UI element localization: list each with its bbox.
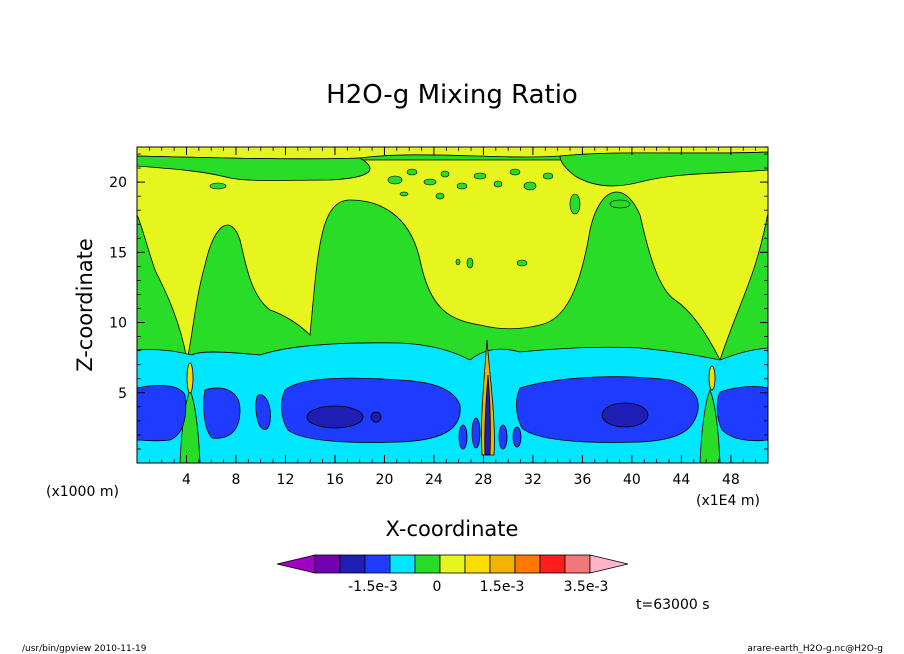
- x-axis-label: X-coordinate: [386, 517, 519, 541]
- colorbar-swatch: [314, 554, 341, 574]
- colorbar-label: 0: [433, 579, 442, 595]
- contour-band-cell-4: [512, 426, 522, 448]
- x-tick-label: 20: [376, 472, 394, 488]
- x-axis: 4 8 12 16 20 24 28 32 36 40 44 48: [148, 147, 757, 488]
- x-tick-label: 4: [182, 472, 191, 488]
- colorbar-swatch: [339, 554, 366, 574]
- y-axis: 5 10 15 20: [109, 153, 768, 450]
- contour-band-blue-small-2: [203, 387, 241, 439]
- colorbar-swatch: [364, 554, 391, 574]
- contour-band-blue-left: [137, 384, 187, 442]
- colorbar-swatch: [514, 554, 541, 574]
- contour-speckles: [209, 168, 631, 269]
- y-tick-label: 15: [109, 245, 127, 261]
- x-units-right: (x1E4 m): [696, 493, 760, 509]
- y-tick-label: 10: [109, 316, 127, 332]
- colorbar-swatch: [489, 554, 516, 574]
- y-tick-label: 5: [118, 386, 127, 402]
- colorbar-swatch: [564, 554, 591, 574]
- x-tick-label: 24: [425, 472, 443, 488]
- plot-frame: [136, 146, 769, 464]
- x-tick-label: 16: [326, 472, 344, 488]
- y-axis-label: Z-coordinate: [73, 238, 97, 372]
- colorbar-label: 3.5e-3: [564, 579, 609, 595]
- contour-field: [137, 147, 768, 463]
- contour-band-cell-1: [458, 424, 468, 450]
- contour-band-orange-right: [708, 365, 716, 391]
- contour-band-orange-left: [186, 362, 194, 394]
- x-tick-label: 28: [475, 472, 493, 488]
- x-tick-label: 8: [232, 472, 241, 488]
- contour-band-cell-3: [498, 424, 508, 450]
- x-tick-label: 40: [623, 472, 641, 488]
- footer-right: arare-earth_H2O-g.nc@H2O-g: [747, 644, 883, 654]
- time-annotation: t=63000 s: [636, 597, 710, 613]
- colorbar-label: -1.5e-3: [348, 579, 398, 595]
- y-tick-label: 20: [109, 175, 127, 191]
- colorbar-swatch: [414, 554, 441, 574]
- contour-strip-top-right: [559, 151, 768, 187]
- colorbar-arrow-high: [589, 554, 629, 574]
- x-units-left: (x1000 m): [46, 484, 119, 500]
- contour-plume-core: [484, 374, 491, 456]
- contour-band-blue-far-right: [716, 386, 768, 442]
- x-tick-label: 48: [722, 472, 740, 488]
- colorbar-labels: -1.5e-3 0 1.5e-3 3.5e-3: [348, 579, 608, 595]
- colorbar-arrow-low: [276, 554, 316, 574]
- x-tick-label: 36: [573, 472, 591, 488]
- chart-title: H2O-g Mixing Ratio: [326, 80, 578, 110]
- contour-band-yellow: [137, 159, 768, 362]
- footer-left: /usr/bin/gpview 2010-11-19: [22, 644, 147, 654]
- colorbar-swatch: [439, 554, 466, 574]
- x-tick-label: 44: [672, 472, 690, 488]
- contour-band-darkblue-right: [601, 402, 649, 428]
- contour-band-darkblue-dot: [370, 411, 382, 423]
- colorbar-label: 1.5e-3: [480, 579, 525, 595]
- contour-band-cell-2: [471, 417, 481, 449]
- contour-band-green-low-right: [699, 388, 721, 463]
- colorbar-swatch: [539, 554, 566, 574]
- colorbar-swatch: [389, 554, 416, 574]
- contour-band-blue-mid: [281, 377, 461, 443]
- x-tick-label: 32: [524, 472, 542, 488]
- colorbar: [276, 554, 629, 574]
- contour-band-blue-small: [255, 394, 271, 430]
- contour-band-darkblue-left: [306, 405, 364, 429]
- colorbar-swatch: [464, 554, 491, 574]
- x-tick-label: 12: [277, 472, 295, 488]
- contour-strip-top: [137, 155, 371, 181]
